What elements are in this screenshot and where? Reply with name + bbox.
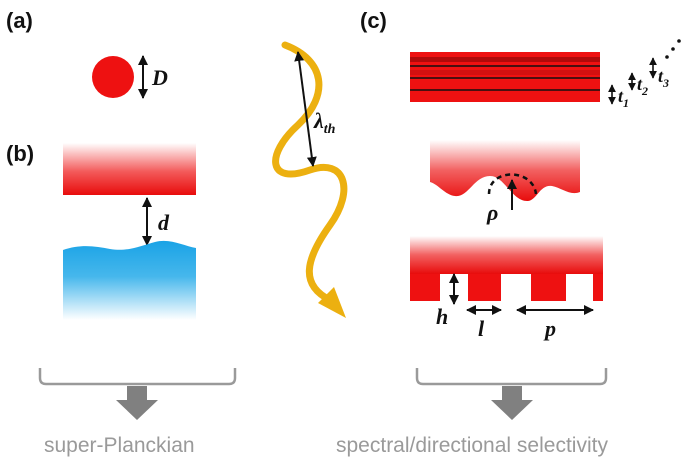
height-label: h bbox=[436, 304, 448, 329]
dot-3 bbox=[677, 39, 681, 43]
continuation-dots bbox=[665, 39, 681, 59]
gap-label: d bbox=[158, 210, 170, 235]
width-label: l bbox=[478, 316, 485, 341]
caption-left: super-Planckian bbox=[44, 434, 195, 457]
grating-base bbox=[410, 236, 603, 274]
dot-2 bbox=[671, 47, 675, 51]
wave-arrowhead bbox=[318, 287, 346, 318]
period-label: p bbox=[543, 316, 556, 341]
caption-right: spectral/directional selectivity bbox=[336, 434, 608, 457]
grating-ridge-4 bbox=[593, 274, 603, 301]
radius-label: ρ bbox=[486, 200, 498, 225]
multilayer-stack bbox=[410, 52, 600, 102]
layer-band-1 bbox=[410, 57, 600, 62]
grating bbox=[410, 236, 603, 301]
t2-subscript: 2 bbox=[641, 84, 648, 98]
diameter-label: D bbox=[151, 65, 168, 90]
right-bracket bbox=[415, 368, 608, 386]
wavelength-subscript: th bbox=[324, 122, 336, 137]
grating-ridge-2 bbox=[468, 274, 501, 301]
grating-ridge-3 bbox=[531, 274, 566, 301]
right-down-arrow bbox=[491, 386, 533, 420]
panel-label-b: (b) bbox=[6, 141, 34, 166]
t1-subscript: 1 bbox=[623, 96, 629, 110]
t1-symbol: t bbox=[618, 86, 624, 106]
wavelength-label: λth bbox=[313, 108, 336, 137]
rough-surface bbox=[430, 140, 580, 202]
layer-band-2 bbox=[410, 70, 600, 75]
wavelength-symbol: λ bbox=[313, 108, 324, 133]
left-bracket bbox=[38, 368, 237, 386]
panel-label-a: (a) bbox=[6, 8, 33, 33]
particle-circle bbox=[92, 56, 134, 98]
top-slab bbox=[63, 143, 196, 195]
dot-1 bbox=[665, 55, 669, 59]
t3-subscript: 3 bbox=[662, 76, 669, 90]
t3-symbol: t bbox=[658, 66, 664, 86]
grating-ridge-1 bbox=[410, 274, 440, 301]
t2-label: t2 bbox=[637, 74, 648, 98]
left-down-arrow bbox=[116, 386, 158, 420]
t3-label: t3 bbox=[658, 66, 669, 90]
wavelength-arrow bbox=[294, 51, 317, 167]
thermal-wave bbox=[272, 41, 348, 304]
t1-label: t1 bbox=[618, 86, 629, 110]
panel-label-c: (c) bbox=[360, 8, 387, 33]
bottom-slab bbox=[63, 240, 196, 320]
t2-symbol: t bbox=[637, 74, 643, 94]
